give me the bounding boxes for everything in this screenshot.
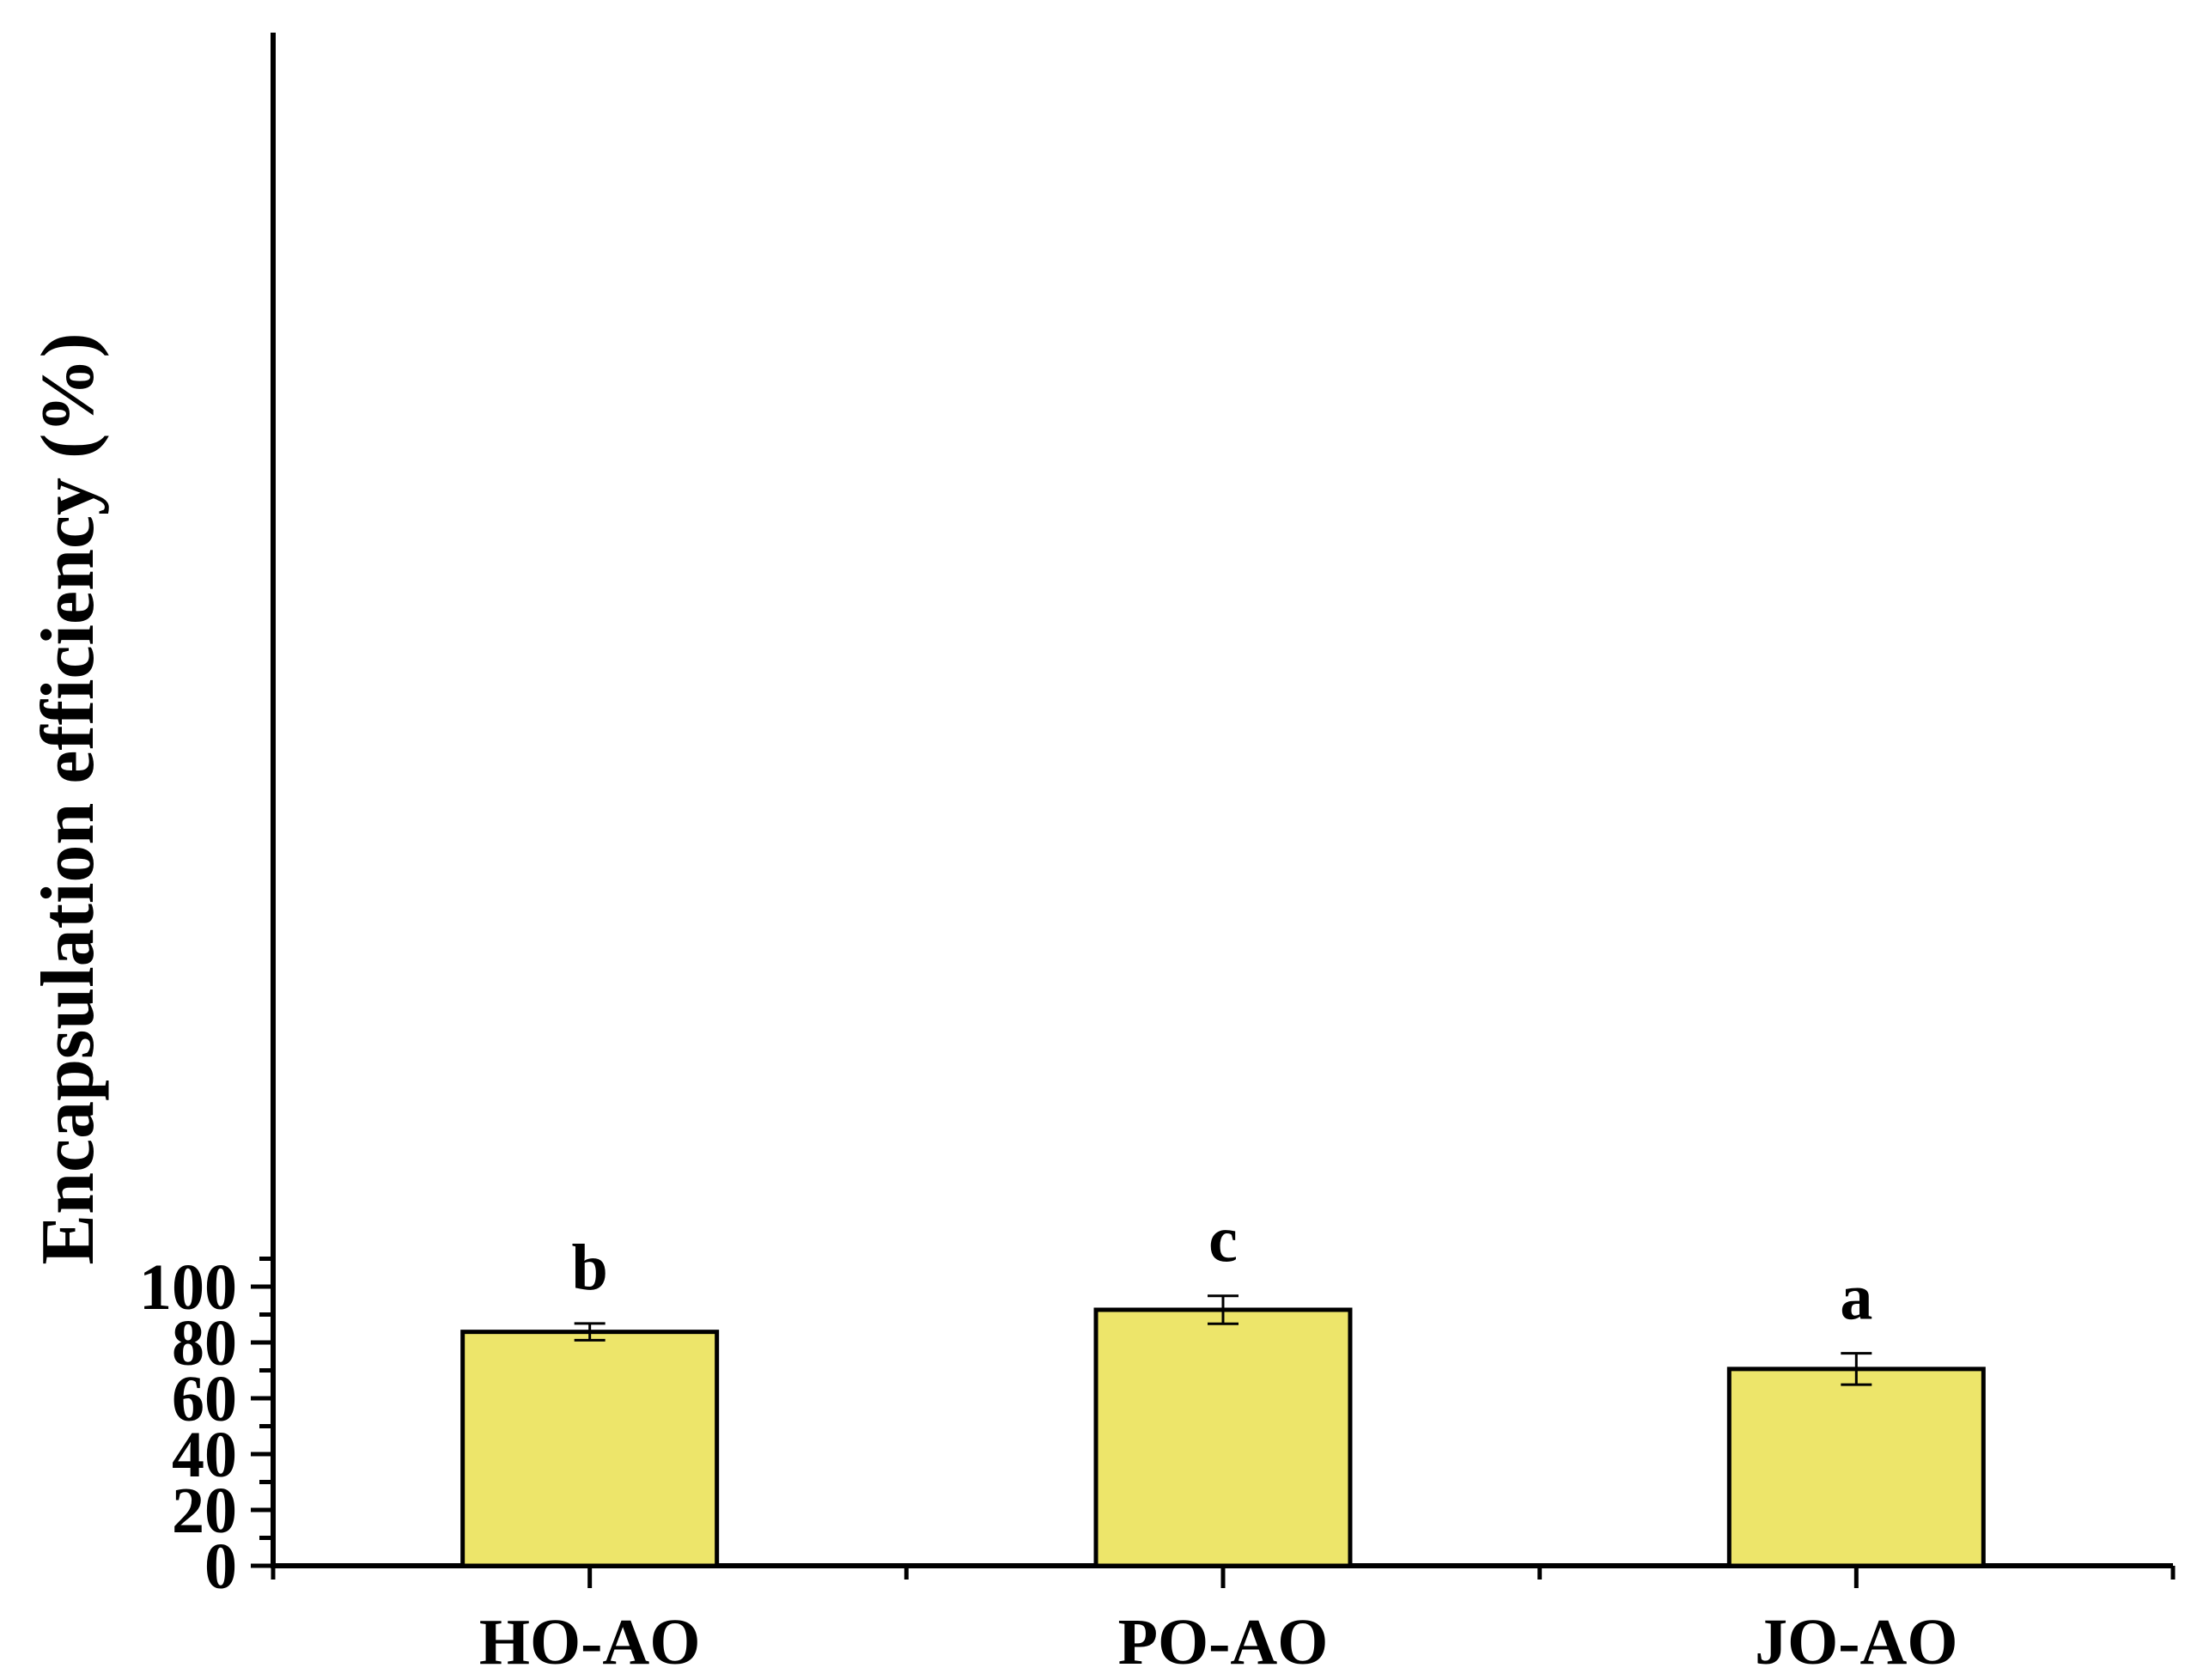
significance-letter: b — [572, 1232, 608, 1304]
y-tick-label: 40 — [172, 1419, 237, 1491]
error-bars — [574, 1294, 1872, 1386]
bar-ho-ao — [460, 1330, 720, 1568]
x-tick-label: HO-AO — [479, 1606, 701, 1678]
bar-jo-ao — [1726, 1367, 1986, 1568]
bars — [460, 1307, 1986, 1568]
y-tick-label: 60 — [172, 1363, 237, 1435]
y-tick-label: 80 — [172, 1307, 237, 1379]
x-tick-label: PO-AO — [1118, 1606, 1329, 1678]
significance-letter: a — [1840, 1262, 1872, 1334]
bar-po-ao — [1093, 1307, 1353, 1568]
y-tick-label: 100 — [139, 1251, 237, 1324]
x-tick-label: JO-AO — [1755, 1606, 1957, 1678]
y-axis-label: Encapsulation efficiency (%) — [27, 332, 110, 1264]
significance-letter: c — [1208, 1204, 1238, 1276]
y-tick-label: 0 — [204, 1531, 237, 1603]
y-tick-label: 20 — [172, 1475, 237, 1547]
